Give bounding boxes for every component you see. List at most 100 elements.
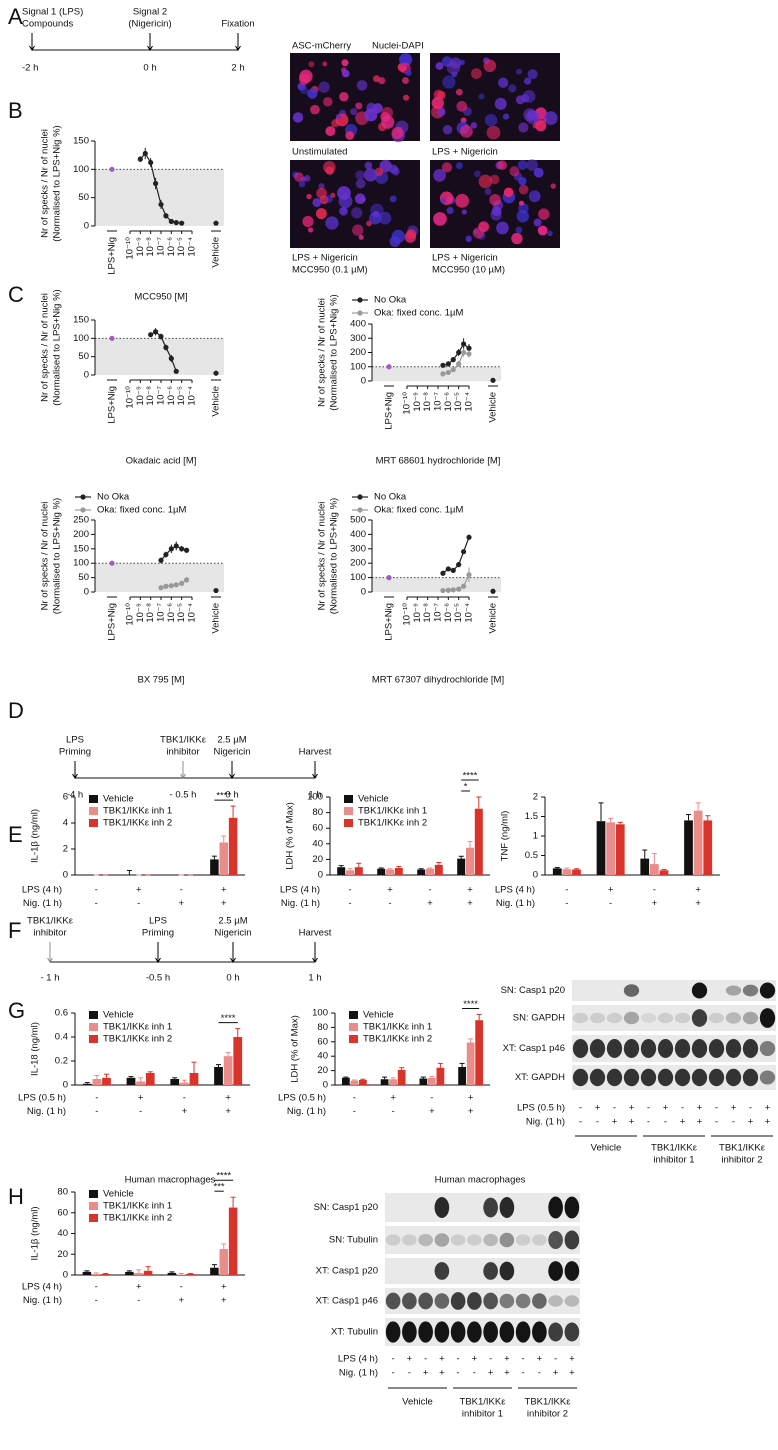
y-axis-label: (Normalised to LPS+Nig %): [52, 498, 63, 614]
y-axis-label: Nr of specks / Nr of nuclei: [40, 293, 51, 402]
control-point: [109, 560, 115, 566]
bar: [189, 1073, 199, 1085]
cell: [547, 230, 553, 237]
cell: [484, 188, 492, 196]
arrow-head: [312, 957, 318, 963]
blot-row-label: XT: Casp1 p46: [316, 1296, 378, 1307]
y-tick-label: 150: [73, 136, 89, 147]
blot-band: [606, 1068, 623, 1087]
bar: [359, 1079, 367, 1085]
cell: [402, 77, 409, 85]
blot-band: [708, 1068, 725, 1087]
condition-sign: +: [748, 1117, 754, 1128]
cell: [489, 193, 501, 206]
y-axis-label: IL-18 (ng/ml): [30, 1022, 41, 1076]
blot-band: [402, 1292, 417, 1310]
timeline-label: inhibitor: [166, 747, 199, 758]
panel-label: C: [8, 282, 24, 307]
y-tick-label: 80: [57, 1187, 68, 1198]
blot-band: [589, 1012, 606, 1024]
x-tick-label: 10⁻⁶: [166, 237, 177, 257]
blot-band: [418, 1292, 433, 1310]
condition-sign: -: [715, 1103, 718, 1114]
blot-band: [434, 1233, 450, 1247]
reference-band: [372, 366, 501, 381]
data-point: [152, 329, 159, 335]
blot-band: [499, 1197, 515, 1218]
cell: [451, 71, 458, 78]
cell: [322, 61, 328, 67]
bar: [186, 1273, 195, 1275]
data-point: [456, 349, 462, 356]
bar: [350, 1080, 359, 1085]
cell: [310, 104, 320, 115]
y-axis-label: LDH (% of Max): [285, 802, 296, 870]
condition-sign: -: [664, 1117, 667, 1128]
condition-sign: -: [579, 1103, 582, 1114]
bar: [354, 867, 363, 875]
data-point: [466, 345, 472, 351]
x-tick-label: 10⁻⁶: [166, 603, 177, 623]
panel-label: B: [8, 98, 23, 123]
x-tick-label: 10⁻⁹: [135, 603, 146, 623]
x-tick-label: 10⁻⁴: [187, 237, 198, 257]
y-tick-label: 200: [73, 529, 89, 540]
blot-band: [434, 1293, 450, 1309]
legend-label: TBK1/IKKε inh 2: [103, 818, 172, 829]
condition-sign: +: [504, 1354, 510, 1365]
micrograph-legend: Nuclei-DAPI: [372, 41, 424, 52]
timeline-time: - 1 h: [40, 973, 59, 984]
condition-sign: -: [137, 1295, 140, 1306]
panel-label: D: [8, 698, 24, 723]
condition-sign: -: [424, 1354, 427, 1365]
condition-sign: +: [697, 1117, 703, 1128]
arrow-head: [147, 45, 153, 51]
y-axis-label: IL-1β (ng/ml): [30, 1206, 41, 1260]
x-category-label: Vehicle: [211, 237, 222, 268]
condition-sign: -: [489, 1354, 492, 1365]
cell: [533, 218, 542, 227]
cell: [528, 190, 541, 203]
x-category-label: LPS+Nig: [384, 603, 395, 641]
y-axis-label: LDH (% of Max): [290, 1015, 301, 1083]
control-point: [109, 335, 115, 341]
blot-band: [708, 1039, 725, 1058]
cell: [543, 111, 558, 125]
cell: [325, 216, 339, 230]
condition-label: Nig. (1 h): [23, 898, 62, 909]
data-point: [460, 583, 467, 589]
legend-label: Vehicle: [103, 1010, 134, 1021]
legend-swatch: [89, 795, 98, 803]
condition-sign: -: [732, 1117, 735, 1128]
cell: [437, 90, 446, 100]
condition-label: LPS (4 h): [495, 885, 535, 896]
data-point: [163, 344, 169, 351]
legend-label: TBK1/IKKε inh 2: [103, 1034, 172, 1045]
legend-marker: [357, 507, 363, 513]
blot-strip: [385, 1258, 580, 1284]
y-tick-label: 0: [361, 376, 366, 387]
data-point: [450, 357, 456, 363]
cell: [358, 234, 364, 240]
blot-band: [640, 1013, 657, 1023]
timeline-time: 0 h: [143, 63, 156, 74]
bar: [134, 1272, 143, 1275]
data-point: [460, 549, 467, 555]
significance-label: ****: [216, 791, 231, 802]
cell: [292, 112, 304, 123]
blot-row-label: XT: Tubulin: [331, 1327, 378, 1338]
blot-band: [657, 1039, 674, 1058]
data-point: [148, 159, 154, 166]
condition-sign: -: [613, 1103, 616, 1114]
x-category-label: LPS+Nig: [107, 237, 118, 275]
cell: [449, 57, 462, 69]
legend-label: Oka: fixed conc. 1µM: [374, 505, 464, 516]
y-tick-label: 0: [533, 870, 538, 881]
condition-sign: +: [429, 1106, 435, 1117]
data-point: [445, 566, 451, 572]
y-axis-label: (Normalised to LPS+Nig %): [329, 294, 340, 410]
timeline-time: - 0.5 h: [170, 790, 197, 801]
legend-label: TBK1/IKKε inh 1: [103, 1022, 172, 1033]
x-tick-label: 10⁻⁷: [156, 602, 167, 622]
group-label: Vehicle: [402, 1397, 433, 1408]
